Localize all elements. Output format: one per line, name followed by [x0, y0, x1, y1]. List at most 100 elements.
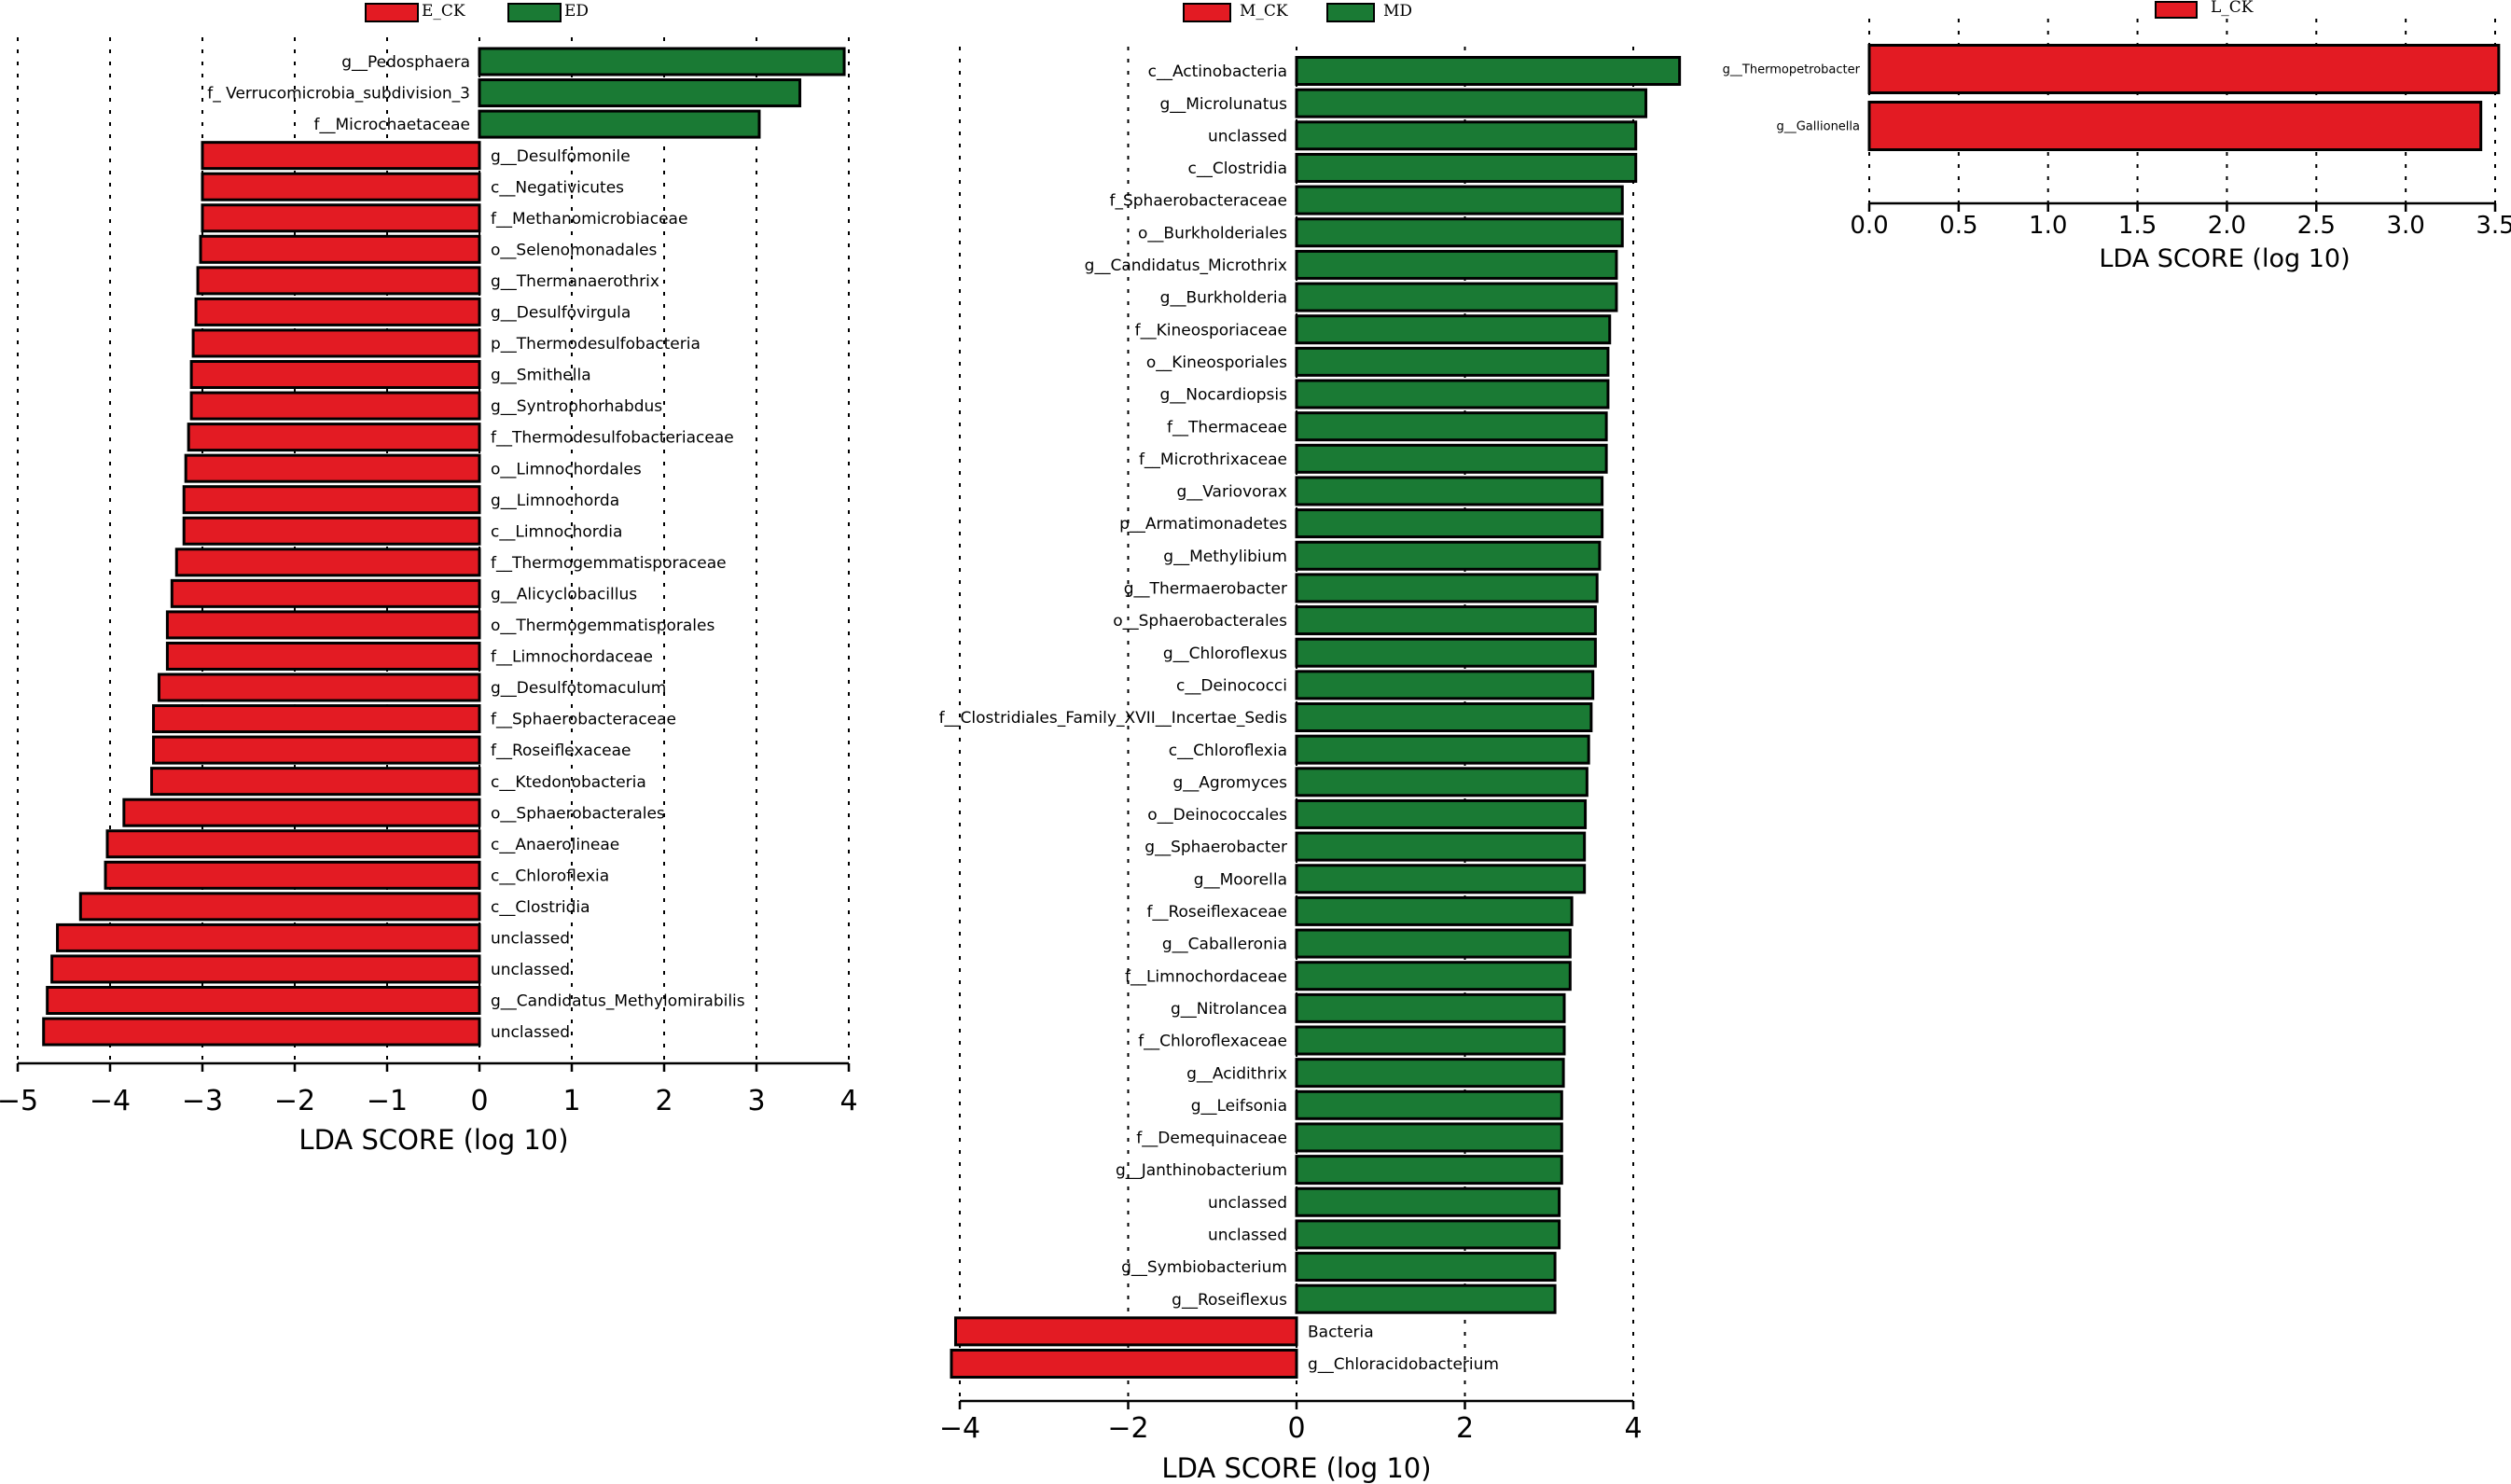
category-label: g__Janthinobacterium [1116, 1161, 1287, 1180]
bar-unclassed [1295, 1186, 1561, 1217]
category-label: o__Selenomonadales [491, 241, 658, 259]
bar-f-roseiflexaceae [152, 735, 481, 765]
bar-f-thermogemmatisporaceae [174, 548, 481, 577]
bar-g-sphaerobacter [1295, 831, 1587, 862]
bar-f-thermaceae [1295, 411, 1608, 442]
category-label: g__Pedosphaera [341, 53, 470, 72]
bar-f-microthrixaceae [1295, 443, 1608, 474]
bar-f-limnochordaceae [165, 641, 481, 671]
bar-g-alicyclobacillus [170, 578, 481, 608]
bar-c-limnochordia [182, 516, 481, 546]
bar-unclassed [56, 922, 481, 952]
bar-g-thermanaerothrix [196, 266, 481, 296]
chart-panel-m: M_CK MD c__Actinobacteria g__Microlunatusun… [939, 2, 1682, 1484]
category-label: g__Variovorax [1176, 483, 1287, 502]
x-tick-label: 3 [747, 1085, 765, 1117]
category-label: f__Microthrixaceae [1139, 451, 1287, 469]
category-label: f_Sphaerobacteraceae [1109, 192, 1287, 211]
bar-g-pedosphaera [478, 47, 846, 76]
chart-panel-l: L_CK g__Thermopetrobacter g__Gallionella 0.… [1723, 0, 2511, 273]
category-label: c__Chloroflexia [491, 867, 609, 885]
bar-g-janthinobacterium [1295, 1155, 1563, 1186]
category-label: g__Syntrophorhabdus [491, 397, 662, 416]
x-tick-label: 0.0 [1850, 212, 1888, 240]
bar-g-moorella [1295, 864, 1587, 895]
category-label: f__Microchaetaceae [313, 116, 470, 134]
bar-p-armatimonadetes [1295, 508, 1604, 539]
bar-f-roseiflexaceae [1295, 895, 1574, 926]
bar-c-anaerolineae [105, 829, 481, 859]
category-label: f_ Verrucomicrobia_subdivision_3 [207, 85, 470, 104]
x-tick-label: −4 [939, 1412, 980, 1445]
bar-c-clostridia [1295, 152, 1638, 183]
x-tick-label: 2 [655, 1085, 673, 1117]
bar-g-symbiobacterium [1295, 1252, 1557, 1283]
x-tick-label: 2 [1456, 1412, 1474, 1445]
bar-o-sphaerobacterales [122, 797, 481, 827]
category-label: unclassed [491, 961, 570, 979]
bar-g-nitrolancea [1295, 992, 1566, 1023]
category-label: g__Desulfomonile [491, 147, 631, 166]
chart-panel-e: E_CK ED g__Pedosphaera f_ Verrucomicrobia_s… [0, 2, 858, 1156]
bar-f-methanomicrobiaceae [201, 203, 481, 233]
category-label: g__Microlunatus [1159, 95, 1287, 114]
category-label: g__Moorella [1194, 870, 1287, 889]
legend-swatch-e-ck [365, 3, 419, 22]
bar-f-demequinaceae [1295, 1122, 1563, 1153]
category-label: g__Leifsonia [1191, 1097, 1287, 1116]
x-tick-label: 2.0 [2208, 212, 2246, 240]
category-label: c__Deinococci [1176, 676, 1287, 695]
legend-swatch-md [1326, 3, 1375, 22]
bar-o-selenomonadales [199, 234, 481, 264]
bar-o-burkholderiales [1295, 217, 1624, 248]
category-label: g__Smithella [491, 367, 591, 385]
category-label: g__Agromyces [1172, 773, 1287, 792]
category-label: c__Clostridia [1187, 159, 1287, 178]
bar-g-candidatus-methylomirabilis [46, 986, 481, 1015]
category-label: g__Methylibium [1163, 548, 1287, 566]
legend-label: E_CK [422, 2, 465, 21]
legend-label: MD [1383, 2, 1412, 21]
category-label: g__Nocardiopsis [1159, 386, 1287, 405]
x-axis-label: LDA SCORE (log 10) [1161, 1452, 1431, 1484]
category-label: f__Chloroflexaceae [1138, 1033, 1287, 1051]
category-label: f__Sphaerobacteraceae [491, 711, 676, 729]
bar-g-caballeronia [1295, 928, 1572, 959]
bar-o-sphaerobacterales [1295, 605, 1597, 636]
bar-f-microchaetaceae [478, 109, 761, 139]
legend-label: M_CK [1240, 2, 1288, 21]
category-label: f__Clostridiales_Family_XVII__Incertae_S… [939, 709, 1288, 728]
category-label: g__Chloroflexus [1163, 645, 1287, 663]
category-label: g__Caballeronia [1162, 936, 1287, 954]
bar-g-syntrophorhabdus [189, 391, 481, 421]
bar-g-microlunatus [1295, 88, 1648, 118]
x-tick-label: 1.5 [2118, 212, 2157, 240]
bar-p-thermodesulfobacteria [191, 328, 481, 358]
category-label: c__Negativicutes [491, 178, 624, 197]
bar-f-verrucomicrobia-subdivision-3 [478, 78, 802, 108]
bar-c-deinococci [1295, 670, 1595, 700]
category-label: f__Methanomicrobiaceae [491, 210, 687, 229]
bar-unclassed [1295, 120, 1638, 151]
bar-f-clostridiales-family-xvii-incertae-sedis [1295, 702, 1593, 732]
x-axis-label: LDA SCORE (log 10) [2099, 244, 2350, 273]
bar-f-sphaerobacteraceae [152, 704, 481, 734]
category-label: g__Thermopetrobacter [1723, 63, 1861, 77]
x-tick-label: 0.5 [1939, 212, 1977, 240]
bar-unclassed [42, 1017, 481, 1047]
x-tick-label: 2.5 [2297, 212, 2336, 240]
category-label: p__Thermodesulfobacteria [491, 335, 701, 354]
x-tick-label: −5 [0, 1085, 38, 1117]
category-label: g__Nitrolancea [1171, 1000, 1287, 1019]
bar-o-limnochordales [184, 453, 481, 483]
x-tick-label: −3 [182, 1085, 223, 1117]
legend-label: ED [564, 2, 589, 21]
x-tick-label: 4 [1624, 1412, 1642, 1445]
category-label: g__Thermaerobacter [1124, 580, 1287, 599]
category-label: g__Desulfovirgula [491, 304, 631, 323]
x-tick-label: 1 [562, 1085, 580, 1117]
category-label: f__Roseiflexaceae [491, 742, 631, 760]
category-label: c__Actinobacteria [1148, 62, 1287, 81]
category-label: g__Acidithrix [1186, 1064, 1287, 1083]
category-label: o__Sphaerobacterales [1113, 612, 1287, 631]
